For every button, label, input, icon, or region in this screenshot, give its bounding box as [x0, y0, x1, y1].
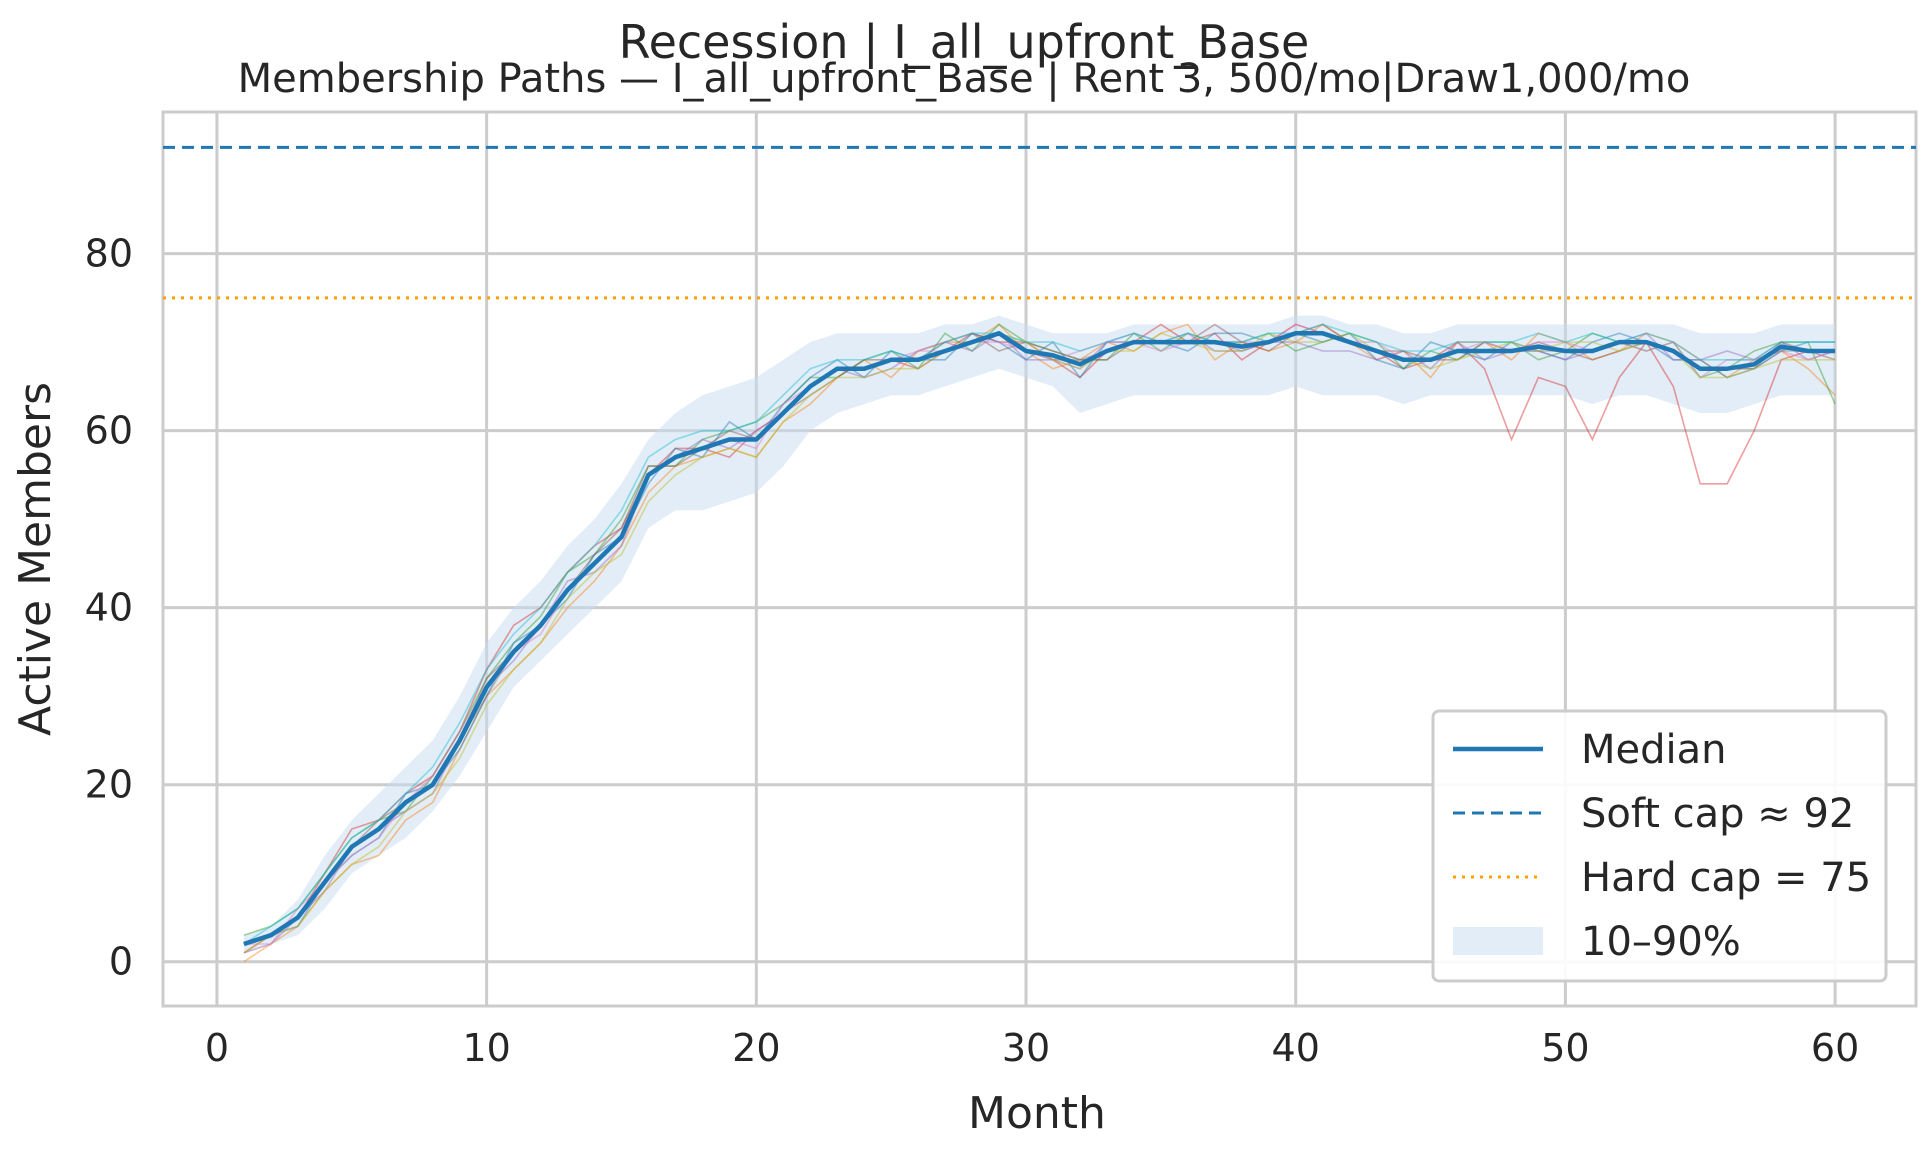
- x-tick-label: 20: [732, 1026, 780, 1070]
- x-tick-label: 40: [1272, 1026, 1320, 1070]
- y-tick-label: 0: [109, 940, 133, 984]
- x-tick-label: 10: [462, 1026, 510, 1070]
- legend: Median Soft cap ≈ 92 Hard cap = 75 10–90%: [1431, 709, 1888, 983]
- legend-box: [1431, 709, 1888, 983]
- legend-label: Median: [1581, 727, 1727, 773]
- chart-suptitle: Recession | I_all_upfront_Base: [619, 15, 1310, 70]
- simulation-path: [243, 332, 1836, 954]
- y-tick-label: 80: [85, 232, 133, 276]
- band-area: [243, 315, 1836, 953]
- y-tick-label: 40: [85, 586, 133, 630]
- median-series: [243, 331, 1836, 947]
- x-tick-label: 30: [1002, 1026, 1050, 1070]
- x-tick-labels: 0 10 20 30 40 50 60: [205, 1026, 1859, 1070]
- y-tick-labels: 0 20 40 60 80: [85, 232, 133, 984]
- legend-label: Soft cap ≈ 92: [1581, 791, 1854, 837]
- band-10-90: [243, 315, 1836, 953]
- y-tick-label: 60: [85, 409, 133, 453]
- simulation-path: [243, 323, 1836, 936]
- reference-lines: [163, 145, 1916, 300]
- chart-title: Membership Paths — I_all_upfront_Base | …: [238, 56, 1691, 102]
- y-axis-label: Active Members: [10, 382, 61, 736]
- x-axis-label: Month: [968, 1088, 1106, 1139]
- x-tick-label: 0: [205, 1026, 229, 1070]
- median-line: [243, 331, 1836, 947]
- simulation-path: [243, 323, 1836, 945]
- x-tick-label: 50: [1541, 1026, 1589, 1070]
- legend-swatch-band: [1453, 927, 1543, 955]
- simulation-path: [243, 323, 1836, 963]
- legend-label: Hard cap = 75: [1581, 855, 1871, 901]
- y-tick-label: 20: [85, 763, 133, 807]
- x-tick-label: 60: [1811, 1026, 1859, 1070]
- legend-label: 10–90%: [1581, 919, 1741, 965]
- grid: [163, 112, 1916, 1006]
